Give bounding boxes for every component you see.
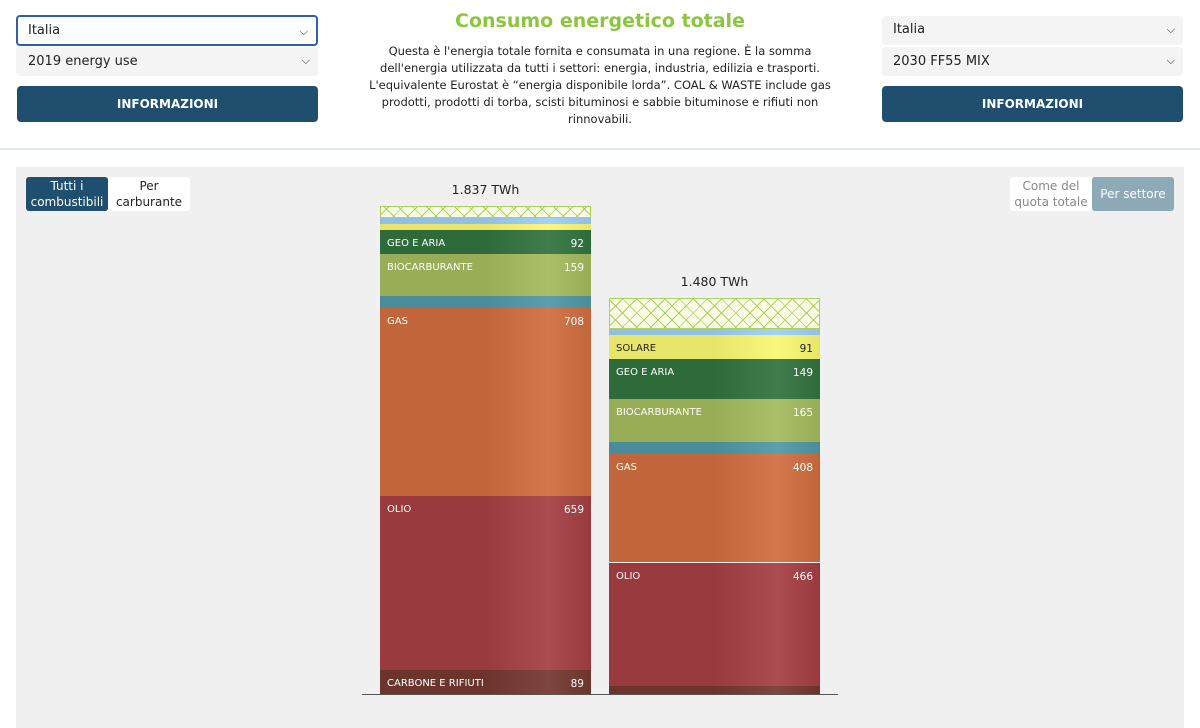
segment-label: GAS bbox=[616, 462, 637, 474]
bar-segment-teal[interactable] bbox=[609, 442, 820, 455]
segment-label: OLIO bbox=[387, 503, 412, 515]
right-info-button[interactable]: INFORMAZIONI bbox=[882, 86, 1183, 122]
bar-total-label-2019: 1.837 TWh bbox=[451, 182, 520, 197]
segment-value: 159 bbox=[563, 262, 584, 275]
right-dataset-select[interactable]: 2030 FF55 MIX ⌵ bbox=[882, 47, 1183, 76]
page-title: Consumo energetico totale bbox=[455, 10, 745, 32]
toggle-share-of-total[interactable]: Come del quota totale bbox=[1010, 177, 1092, 211]
bar-segment-gas[interactable]: GAS 708 bbox=[380, 308, 591, 496]
left-dataset-select-wrapper: 2019 energy use ⌵ bbox=[16, 47, 318, 76]
segment-label: GEO E ARIA bbox=[616, 367, 675, 379]
left-country-select-wrapper: Italia ⌵ bbox=[16, 15, 318, 46]
header-divider bbox=[0, 148, 1200, 150]
bar-segment-coal[interactable] bbox=[609, 686, 820, 694]
segment-label: GAS bbox=[387, 316, 408, 328]
bar-segment-geo-e-aria[interactable]: GEO E ARIA 92 bbox=[380, 229, 591, 255]
segment-value: 659 bbox=[563, 503, 584, 516]
chart-baseline bbox=[362, 694, 838, 695]
segment-value: 708 bbox=[563, 316, 584, 329]
chevron-down-icon: ⌵ bbox=[1166, 23, 1175, 36]
toggle-all-fuels[interactable]: Tutti i combustibili bbox=[26, 177, 108, 211]
bar-segment-solare[interactable]: SOLARE 91 bbox=[609, 335, 820, 360]
bar-segment-carbone-e-rifiuti[interactable]: CARBONE E RIFIUTI 89 bbox=[380, 670, 591, 694]
left-country-select[interactable]: Italia ⌵ bbox=[16, 15, 318, 46]
segment-label: BIOCARBURANTE bbox=[387, 262, 473, 274]
left-info-button[interactable]: INFORMAZIONI bbox=[17, 86, 318, 122]
segment-value: 165 bbox=[792, 406, 813, 419]
chevron-down-icon: ⌵ bbox=[1166, 54, 1175, 67]
bar-segment-olio[interactable]: OLIO 466 bbox=[609, 562, 820, 686]
left-dataset-value: 2019 energy use bbox=[28, 54, 138, 69]
segment-label: OLIO bbox=[616, 570, 641, 582]
toggle-by-fuel[interactable]: Per carburante bbox=[108, 177, 190, 211]
bar-segment-solar[interactable] bbox=[380, 223, 591, 230]
bar-total-label-2030: 1.480 TWh bbox=[680, 274, 749, 289]
segment-value: 92 bbox=[570, 237, 584, 250]
segment-value: 91 bbox=[799, 343, 813, 356]
page-description: Questa è l'energia totale fornita e cons… bbox=[369, 44, 831, 126]
segment-value: 149 bbox=[792, 367, 813, 380]
right-dataset-select-wrapper: 2030 FF55 MIX ⌵ bbox=[882, 47, 1183, 76]
left-dataset-select[interactable]: 2019 energy use ⌵ bbox=[16, 47, 318, 76]
bar-2030: OLIO 466 GAS 408 BIOCARBURANTE 165 GEO E ARIA 1… bbox=[609, 298, 820, 694]
bar-segment-other-renewables[interactable] bbox=[380, 206, 591, 218]
segment-value: 466 bbox=[792, 570, 813, 583]
right-country-select[interactable]: Italia ⌵ bbox=[882, 16, 1183, 45]
bar-segment-biocarburante[interactable]: BIOCARBURANTE 165 bbox=[609, 398, 820, 443]
bar-segment-geo-e-aria[interactable]: GEO E ARIA 149 bbox=[609, 359, 820, 399]
chart-panel bbox=[16, 167, 1184, 728]
segment-label: SOLARE bbox=[616, 343, 657, 355]
toggle-by-sector[interactable]: Per settore bbox=[1092, 177, 1174, 211]
chevron-down-icon: ⌵ bbox=[301, 54, 310, 67]
segment-label: GEO E ARIA bbox=[387, 237, 446, 249]
bar-segment-light_blue[interactable] bbox=[380, 217, 591, 224]
segment-label: CARBONE E RIFIUTI bbox=[387, 678, 484, 690]
right-country-select-wrapper: Italia ⌵ bbox=[882, 16, 1183, 45]
left-country-value: Italia bbox=[28, 23, 61, 38]
segment-value: 408 bbox=[792, 462, 813, 475]
bar-segment-gas[interactable]: GAS 408 bbox=[609, 454, 820, 563]
chevron-down-icon: ⌵ bbox=[299, 25, 308, 38]
bar-segment-teal[interactable] bbox=[380, 296, 591, 309]
segment-label: BIOCARBURANTE bbox=[616, 406, 702, 418]
bar-segment-biocarburante[interactable]: BIOCARBURANTE 159 bbox=[380, 254, 591, 297]
segment-value: 89 bbox=[570, 678, 584, 691]
bar-2019: CARBONE E RIFIUTI 89 OLIO 659 GAS 708 BIOCARBU… bbox=[380, 206, 591, 694]
right-country-value: Italia bbox=[893, 22, 926, 37]
bar-segment-light_blue[interactable] bbox=[609, 329, 820, 336]
right-dataset-value: 2030 FF55 MIX bbox=[893, 54, 990, 69]
bar-segment-olio[interactable]: OLIO 659 bbox=[380, 495, 591, 671]
bar-segment-other-renewables[interactable] bbox=[609, 298, 820, 330]
